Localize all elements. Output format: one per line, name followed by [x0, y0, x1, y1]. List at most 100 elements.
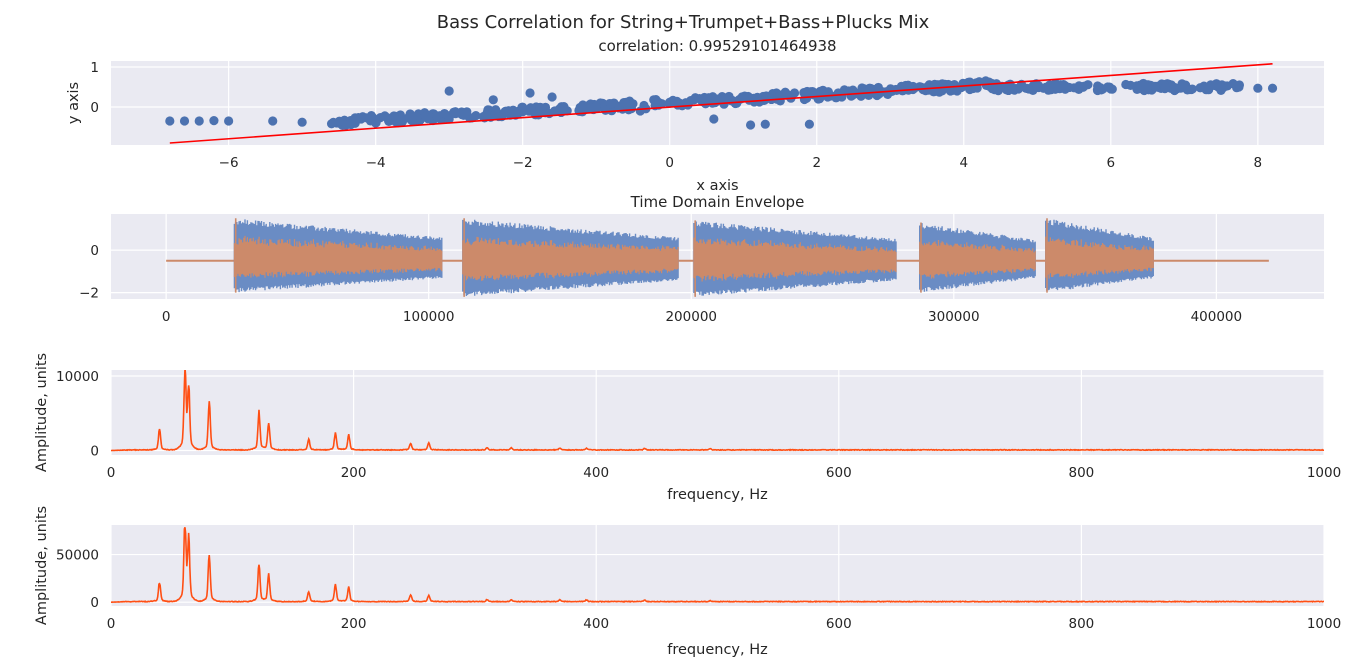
y-tick-label: 0	[90, 595, 99, 611]
y-tick-label: −2	[79, 286, 99, 302]
x-tick-label: 4	[959, 155, 968, 171]
x-tick-label: 1000	[1307, 465, 1341, 481]
x-tick-label: 300000	[928, 309, 980, 325]
x-tick-label: 0	[107, 616, 116, 632]
scatter-point	[709, 114, 719, 124]
x-tick-label: −4	[366, 155, 386, 171]
x-tick-label: 100000	[403, 309, 455, 325]
scatter-point	[653, 99, 663, 109]
x-tick-label: 8	[1254, 155, 1263, 171]
scatter-point	[179, 116, 190, 126]
scatter-point	[635, 106, 645, 116]
envelope-segment	[1045, 218, 1154, 293]
scatter-point	[885, 85, 895, 95]
envelope-series-b	[233, 235, 443, 280]
scatter-point	[1179, 83, 1189, 93]
envelope-segment	[233, 218, 443, 293]
scatter-point	[1106, 84, 1116, 94]
scatter-point	[297, 117, 307, 127]
scatter-point	[1010, 83, 1021, 94]
scatter-point	[600, 105, 610, 115]
scatter-point	[554, 104, 565, 114]
correlation-scatter-panel: −6 −4 −2 0 2 4 6 8 0 1 correlation: 0.995291014649…	[66, 37, 1324, 194]
scatter-point	[224, 116, 234, 126]
scatter-point	[382, 113, 392, 123]
scatter-point	[450, 109, 461, 119]
scatter-point	[526, 103, 536, 113]
scatter-point	[848, 87, 859, 97]
envelope-series-b	[919, 240, 1036, 279]
scatter-point	[371, 118, 381, 128]
scatter-point	[268, 116, 278, 126]
scatter-point	[459, 110, 469, 120]
spectrum-line	[111, 370, 1324, 452]
panel-title: Time Domain Envelope	[630, 193, 805, 211]
time-envelope-panel: 0 100000 200000 300000 400000 −2 0 Time Domain …	[79, 193, 1324, 325]
scatter-point	[922, 82, 932, 92]
envelope-segment	[693, 220, 897, 297]
x-tick-label: 400	[583, 616, 609, 632]
scatter-point	[1045, 82, 1055, 93]
scatter-point	[1267, 83, 1278, 93]
scatter-point	[334, 116, 344, 126]
x-axis-label: frequency, Hz	[667, 487, 767, 503]
scatter-point	[865, 84, 875, 94]
y-tick-label: 50000	[56, 548, 99, 564]
scatter-point	[1023, 83, 1033, 94]
x-tick-label: 800	[1069, 616, 1095, 632]
scatter-point	[1093, 81, 1103, 91]
x-tick-label: 6	[1107, 155, 1116, 171]
scatter-point	[535, 102, 545, 112]
scatter-point	[760, 119, 770, 129]
x-tick-label: 400	[583, 465, 609, 481]
y-tick-label: 10000	[56, 369, 99, 385]
envelope-series-b	[693, 237, 897, 282]
y-tick-label: 0	[90, 243, 99, 259]
plot-background	[111, 525, 1324, 606]
scatter-point	[775, 90, 785, 100]
scatter-point	[952, 86, 962, 96]
scatter-point	[209, 116, 219, 126]
scatter-point	[1199, 81, 1209, 91]
scatter-point	[562, 106, 572, 116]
figure-suptitle: Bass Correlation for String+Trumpet+Bass…	[437, 12, 930, 33]
x-axis-label: frequency, Hz	[667, 642, 767, 658]
x-axis-label: x axis	[696, 178, 738, 194]
scatter-point	[738, 93, 748, 103]
y-axis-label: Amplitude, units	[34, 506, 50, 625]
scatter-point	[1079, 81, 1089, 91]
panel-title: correlation: 0.99529101464938	[598, 37, 836, 55]
scatter-point	[547, 92, 557, 102]
x-tick-label: 0	[162, 309, 171, 325]
x-tick-label: 200	[341, 616, 367, 632]
scatter-point	[353, 113, 364, 123]
scatter-point	[1216, 83, 1226, 93]
x-tick-label: 200000	[665, 309, 717, 325]
scatter-point	[665, 97, 675, 107]
y-tick-label: 1	[90, 60, 99, 76]
scatter-point	[1150, 81, 1160, 91]
scatter-point	[1132, 84, 1142, 95]
spectrum-line	[111, 527, 1324, 604]
scatter-point	[686, 96, 696, 106]
scatter-point	[407, 116, 418, 126]
envelope-segment	[919, 222, 1036, 293]
scatter-point	[432, 111, 442, 121]
scatter-point	[165, 116, 175, 126]
x-tick-label: 400000	[1191, 309, 1243, 325]
scatter-point	[701, 95, 712, 105]
envelope-series-b	[462, 236, 679, 281]
fit-line	[169, 63, 1273, 144]
x-tick-label: −6	[219, 155, 239, 171]
scatter-point	[628, 99, 638, 109]
scatter-point	[1160, 82, 1170, 93]
scatter-point	[518, 107, 528, 117]
scatter-point	[606, 99, 616, 109]
scatter-point	[576, 103, 587, 113]
scatter-point	[194, 116, 204, 126]
plot-background	[111, 370, 1324, 455]
scatter-point	[361, 113, 371, 123]
scatter-point	[591, 101, 601, 111]
x-tick-label: −2	[513, 155, 533, 171]
scatter-point	[533, 110, 544, 120]
